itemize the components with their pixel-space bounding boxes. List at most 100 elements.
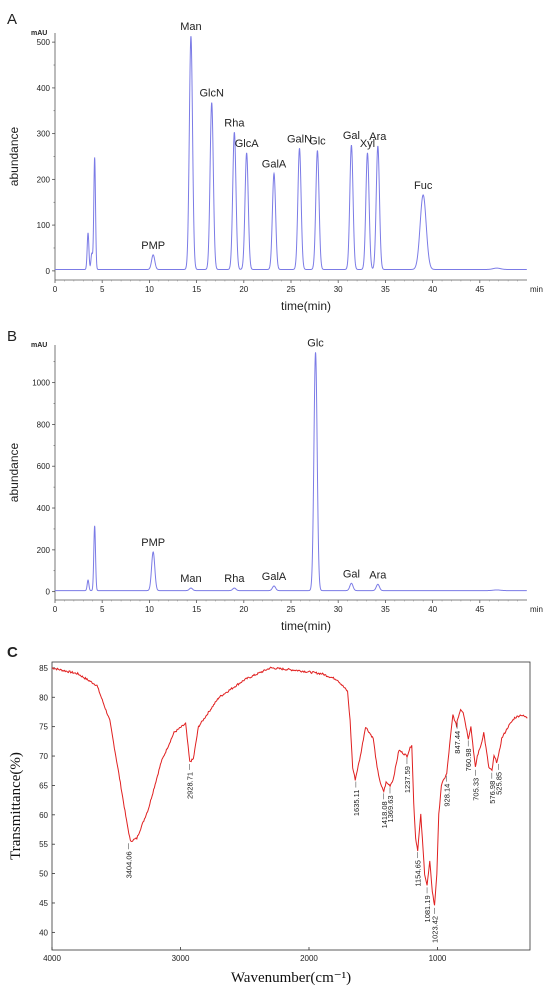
x-tick-label: 5 bbox=[100, 605, 105, 614]
x-tick-label: 40 bbox=[428, 605, 437, 614]
peak-label-galn: GalN bbox=[287, 133, 312, 145]
peak-annotation-label: 1237.59 bbox=[403, 766, 412, 793]
peak-annotation-label: 576.98 bbox=[488, 781, 497, 804]
y-tick-label: 70 bbox=[39, 752, 48, 761]
ftir-panel-c: C 40 45 50 55 60 65 70 75 80 85 4000 3000 2000 1000 Wav… bbox=[7, 644, 531, 986]
y-tick-label: 200 bbox=[37, 175, 51, 184]
x-tick-label: 10 bbox=[145, 605, 154, 614]
y-tick-label: 80 bbox=[39, 693, 48, 702]
peak-label-gal: Gal bbox=[343, 130, 360, 142]
peak-label-glcn: GlcN bbox=[199, 88, 224, 100]
y-tick-label: 400 bbox=[37, 504, 51, 513]
y-tick-label: 1000 bbox=[32, 379, 50, 388]
y-tick-label: 45 bbox=[39, 899, 48, 908]
x-tick-label: 45 bbox=[475, 285, 484, 294]
x-tick-label: 35 bbox=[381, 605, 390, 614]
x-unit-label: min bbox=[530, 605, 543, 614]
peak-label-glc: Glc bbox=[309, 136, 326, 148]
y-axis-title: Transmittance(%) bbox=[8, 752, 24, 860]
x-tick-label: 20 bbox=[239, 285, 248, 294]
x-tick-label: 20 bbox=[239, 605, 248, 614]
y-tick-label: 60 bbox=[39, 811, 48, 820]
peak-annotation-label: 705.33 bbox=[471, 778, 480, 801]
y-tick-label: 0 bbox=[46, 267, 51, 276]
y-tick-label: 400 bbox=[37, 84, 51, 93]
peak-annotation-label: 1023.42 bbox=[430, 916, 439, 943]
peak-label-pmp: PMP bbox=[141, 240, 165, 252]
peak-annotation-label: 1635.11 bbox=[352, 790, 361, 817]
x-axis-title: Wavenumber(cm⁻¹) bbox=[231, 970, 351, 986]
y-tick-label: 40 bbox=[39, 928, 48, 937]
peak-label-xyl: Xyl bbox=[360, 138, 375, 150]
y-tick-label: 300 bbox=[37, 130, 51, 139]
plot-frame bbox=[51, 661, 531, 951]
peak-annotation-label: 847.44 bbox=[453, 731, 462, 754]
x-tick-label: 30 bbox=[334, 285, 343, 294]
peak-label-gal: Gal bbox=[343, 568, 360, 580]
x-tick-label: 15 bbox=[192, 285, 201, 294]
panel-label: C bbox=[7, 644, 18, 661]
y-tick-label: 800 bbox=[37, 420, 51, 429]
x-axis-title: time(min) bbox=[281, 619, 331, 633]
peak-annotation-label: 1418.08 bbox=[380, 801, 389, 828]
x-tick-label: 40 bbox=[428, 285, 437, 294]
x-tick-label: 30 bbox=[334, 605, 343, 614]
chromatogram-trace bbox=[55, 352, 527, 592]
peak-label-gala: GalA bbox=[262, 571, 287, 583]
peak-label-man: Man bbox=[180, 573, 201, 585]
peak-annotation-label: 928.14 bbox=[443, 784, 452, 807]
y-axis-title: abundance bbox=[7, 126, 21, 186]
y-tick-label: 200 bbox=[37, 546, 51, 555]
x-tick-label: 25 bbox=[287, 285, 296, 294]
peak-annotation-label: 2928.71 bbox=[186, 772, 195, 799]
peak-annotation-label: 1369.63 bbox=[386, 795, 395, 822]
y-tick-label: 85 bbox=[39, 664, 48, 673]
x-tick-label: 35 bbox=[381, 285, 390, 294]
x-tick-label: 3000 bbox=[172, 954, 190, 963]
peak-label-fuc: Fuc bbox=[414, 180, 433, 192]
peak-annotation-label: 525.85 bbox=[494, 772, 503, 795]
y-tick-label: 65 bbox=[39, 781, 48, 790]
peak-label-rha: Rha bbox=[224, 573, 245, 585]
x-tick-label: 0 bbox=[53, 285, 58, 294]
x-tick-label: 2000 bbox=[300, 954, 318, 963]
x-tick-label: 5 bbox=[100, 285, 105, 294]
y-tick-label: 500 bbox=[37, 38, 51, 47]
ftir-spectrum-line bbox=[51, 666, 528, 906]
y-unit-label: mAU bbox=[31, 30, 47, 37]
y-tick-label: 50 bbox=[39, 870, 48, 879]
y-unit-label: mAU bbox=[31, 342, 47, 349]
peak-label-rha: Rha bbox=[224, 117, 245, 129]
x-tick-label: 4000 bbox=[43, 954, 61, 963]
peak-label-ara: Ara bbox=[369, 131, 387, 143]
peak-annotation-label: 760.98 bbox=[464, 748, 473, 771]
y-tick-label: 100 bbox=[37, 221, 51, 230]
peak-label-man: Man bbox=[180, 21, 201, 33]
x-tick-label: 10 bbox=[145, 285, 154, 294]
chromatogram-trace bbox=[55, 36, 527, 270]
peak-annotation-label: 3404.06 bbox=[125, 851, 134, 878]
peak-label-glc: Glc bbox=[307, 337, 324, 349]
y-tick-label: 0 bbox=[46, 588, 51, 597]
x-unit-label: min bbox=[530, 285, 543, 294]
x-tick-label: 1000 bbox=[429, 954, 447, 963]
panel-label: B bbox=[7, 328, 17, 345]
peak-label-pmp: PMP bbox=[141, 537, 165, 549]
x-tick-label: 0 bbox=[53, 605, 58, 614]
y-tick-label: 600 bbox=[37, 462, 51, 471]
x-tick-label: 45 bbox=[475, 605, 484, 614]
peak-label-gala: GalA bbox=[262, 158, 287, 170]
peak-annotation-label: 1081.19 bbox=[423, 895, 432, 922]
x-axis-title: time(min) bbox=[281, 299, 331, 313]
x-tick-label: 15 bbox=[192, 605, 201, 614]
x-tick-label: 25 bbox=[287, 605, 296, 614]
peak-label-glca: GlcA bbox=[235, 138, 260, 150]
y-tick-label: 55 bbox=[39, 840, 48, 849]
panel-label: A bbox=[7, 11, 17, 28]
y-tick-label: 75 bbox=[39, 723, 48, 732]
y-axis-title: abundance bbox=[7, 442, 21, 502]
peak-label-ara: Ara bbox=[369, 569, 387, 581]
